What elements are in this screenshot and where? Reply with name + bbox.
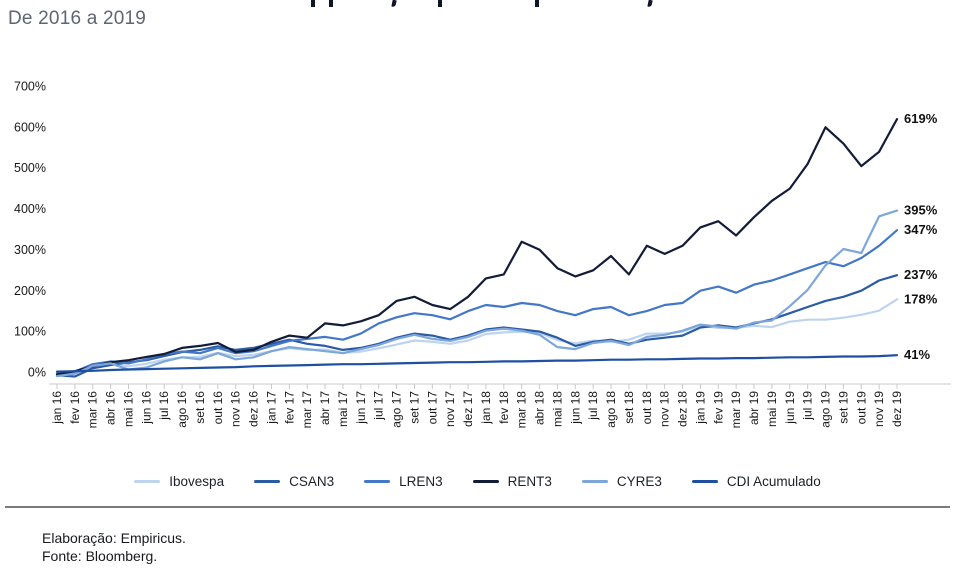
legend-label: LREN3 [399,473,443,489]
svg-text:fev 16: fev 16 [68,391,82,424]
svg-text:fev 19: fev 19 [711,391,725,424]
svg-text:dez 18: dez 18 [676,391,690,427]
svg-text:dez 16: dez 16 [247,391,261,427]
svg-text:jan 17: jan 17 [264,391,278,425]
svg-text:set 19: set 19 [836,391,850,424]
svg-text:jul 16: jul 16 [157,391,171,421]
svg-text:jun 18: jun 18 [568,391,582,425]
svg-text:41%: 41% [904,347,930,362]
svg-text:fev 17: fev 17 [282,391,296,424]
svg-text:ago 17: ago 17 [390,391,404,428]
svg-text:abr 17: abr 17 [318,391,332,425]
svg-text:nov 16: nov 16 [229,391,243,427]
svg-text:600%: 600% [14,120,46,134]
svg-text:mar 19: mar 19 [729,391,743,429]
svg-text:abr 19: abr 19 [747,391,761,425]
divider-line [5,506,950,508]
line-swatch-icon [691,479,718,483]
svg-text:0%: 0% [28,366,46,380]
series-end-labels: 178% 237% 347% 619% 395% 41% [904,111,938,362]
legend-item-ibovespa: Ibovespa [134,474,224,489]
svg-text:out 18: out 18 [640,391,654,425]
legend-label: Ibovespa [169,473,225,489]
svg-text:dez 17: dez 17 [461,391,475,427]
svg-text:out 16: out 16 [211,391,225,425]
svg-text:300%: 300% [14,243,46,257]
clipped-title-fragment [438,0,442,7]
legend-item-cyre3: CYRE3 [581,473,662,489]
svg-text:ago 16: ago 16 [175,391,189,428]
svg-text:395%: 395% [904,203,938,218]
clipped-title-fragment [311,0,315,7]
legend-label: RENT3 [507,473,552,489]
svg-text:set 17: set 17 [407,391,421,424]
svg-text:abr 18: abr 18 [533,391,547,425]
legend-item-rent3: RENT3 [472,473,552,489]
clipped-title-fragment [535,0,539,7]
legend-label: CYRE3 [616,473,662,489]
svg-text:dez 19: dez 19 [890,391,904,427]
svg-text:178%: 178% [904,291,938,306]
svg-text:fev 18: fev 18 [497,391,511,424]
line-swatch-icon [364,479,391,483]
svg-text:jan 18: jan 18 [479,391,493,425]
svg-text:mai 18: mai 18 [550,391,564,427]
y-axis-labels: 0% 100% 200% 300% 400% 500% 600% 700% [14,80,46,380]
svg-text:mar 18: mar 18 [515,391,529,429]
svg-text:nov 17: nov 17 [443,391,457,427]
svg-text:jul 17: jul 17 [372,391,386,421]
chart-legend: Ibovespa CSAN3 LREN3 RENT3 CYRE3 CDI Acumulad… [0,466,955,496]
svg-text:mar 16: mar 16 [86,391,100,429]
svg-text:nov 18: nov 18 [658,391,672,427]
svg-text:mai 19: mai 19 [765,391,779,427]
svg-text:400%: 400% [14,202,46,216]
line-swatch-icon [134,479,161,483]
svg-text:jul 18: jul 18 [586,391,600,421]
line-swatch-icon [254,479,281,483]
svg-text:abr 16: abr 16 [104,391,118,425]
elaboracao-text: Elaboração: Empiricus. [42,530,186,546]
x-axis-ticks [56,384,898,389]
legend-item-cdi-acumulado: CDI Acumulado [691,473,821,489]
svg-text:237%: 237% [904,267,938,282]
svg-text:mar 17: mar 17 [300,391,314,429]
svg-text:200%: 200% [14,284,46,298]
svg-text:mai 17: mai 17 [336,391,350,427]
line-swatch-icon [472,479,499,483]
clipped-title-fragment [391,0,397,8]
svg-text:jul 19: jul 19 [801,391,815,421]
svg-text:ago 18: ago 18 [604,391,618,428]
fonte-text: Fonte: Bloomberg. [42,548,158,564]
svg-text:jun 16: jun 16 [139,391,153,425]
svg-text:jun 17: jun 17 [354,391,368,425]
svg-text:347%: 347% [904,222,938,237]
svg-text:500%: 500% [14,161,46,175]
svg-text:mai 16: mai 16 [121,391,135,427]
x-axis-labels: jan 16 fev 16 mar 16 abr 16 mai 16 jun 16 jul … [50,391,904,429]
performance-chart: 0% 100% 200% 300% 400% 500% 600% 700% jan 16 fev… [14,80,951,429]
legend-item-csan3: CSAN3 [254,474,334,489]
svg-text:jan 16: jan 16 [50,391,64,425]
line-swatch-icon [581,479,608,483]
svg-text:700%: 700% [14,80,46,94]
legend-label: CSAN3 [289,473,335,489]
svg-text:set 18: set 18 [622,391,636,424]
series-lines [55,117,899,378]
svg-text:set 16: set 16 [193,391,207,424]
clipped-title-fragment [329,0,333,7]
svg-text:jan 19: jan 19 [693,391,707,425]
figure-footer: Elaboração: Empiricus. Fonte: Bloomberg. [42,529,186,565]
svg-text:619%: 619% [904,111,938,126]
svg-text:jun 19: jun 19 [783,391,797,425]
svg-text:nov 19: nov 19 [872,391,886,427]
legend-label: CDI Acumulado [726,473,821,489]
chart-subtitle: De 2016 a 2019 [8,8,147,29]
clipped-title-fragment [647,0,653,8]
svg-text:out 17: out 17 [425,391,439,425]
svg-text:100%: 100% [14,325,46,339]
legend-item-lren3: LREN3 [364,474,443,489]
svg-text:out 19: out 19 [854,391,868,425]
svg-text:ago 19: ago 19 [819,391,833,428]
